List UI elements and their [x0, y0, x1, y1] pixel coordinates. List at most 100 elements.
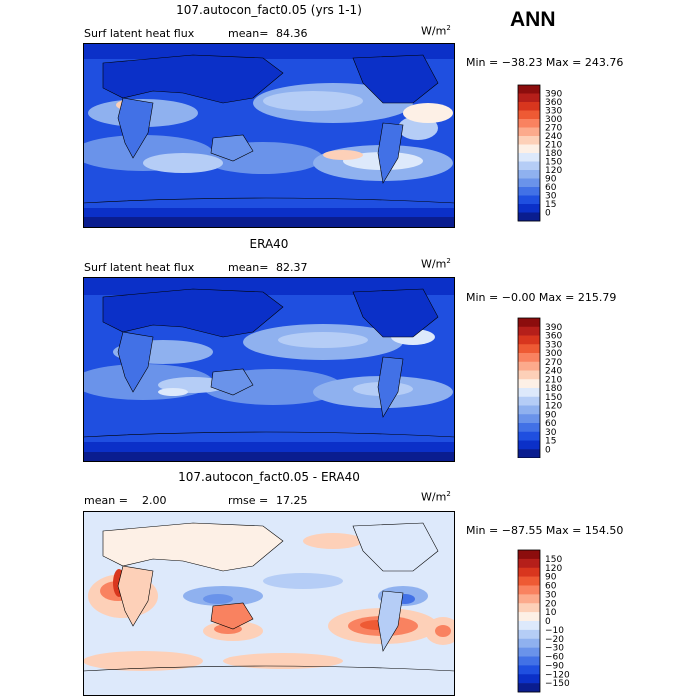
colorbar-tick-label: 0 — [545, 617, 551, 627]
colorbar-swatch — [518, 647, 540, 657]
colorbar-tick-label: 150 — [545, 158, 562, 168]
colorbar-swatch — [518, 603, 540, 613]
colorbar-swatch — [518, 423, 540, 433]
colorbar-tick-label: 360 — [545, 98, 562, 108]
colorbar-swatch — [518, 612, 540, 622]
colorbar-swatch — [518, 414, 540, 424]
colorbar-tick-label: 15 — [545, 437, 556, 447]
colorbar-swatch — [518, 629, 540, 640]
panel3-title: 107.autocon_fact0.05 - ERA40 — [178, 470, 360, 484]
colorbar-swatch — [518, 127, 540, 137]
colorbar-swatch — [518, 110, 540, 120]
panel2-mean-value: 82.37 — [276, 261, 308, 274]
colorbar-tick-label: 330 — [545, 340, 562, 350]
colorbar-swatch — [518, 576, 540, 586]
colorbar-swatch — [518, 326, 540, 336]
colorbar-tick-label: 60 — [545, 183, 557, 193]
panel2-units: W/m2 — [421, 257, 451, 271]
colorbar-tick-label: 0 — [545, 209, 551, 219]
colorbar-tick-label: 0 — [545, 445, 551, 455]
colorbar-tick-label: 15 — [545, 200, 556, 210]
colorbar-swatch — [518, 195, 540, 205]
colorbar-swatch — [518, 621, 540, 631]
colorbar-swatch — [518, 431, 540, 441]
colorbar-tick-label: 90 — [545, 573, 557, 583]
panel3-rmse-value: 17.25 — [276, 494, 308, 507]
colorbar-swatch — [518, 388, 540, 398]
panel3-units: W/m2 — [421, 490, 451, 504]
colorbar-tick-label: −30 — [545, 644, 564, 654]
colorbar-swatch — [518, 405, 540, 415]
colorbar-swatch — [518, 665, 540, 675]
colorbar-tick-label: 330 — [545, 107, 562, 117]
colorbar-swatch — [518, 161, 540, 171]
panel2-map — [83, 277, 455, 462]
colorbar-swatch — [518, 344, 540, 354]
colorbar-tick-label: 240 — [545, 132, 562, 142]
colorbar-swatch — [518, 370, 540, 380]
colorbar-tick-label: 150 — [545, 393, 562, 403]
colorbar-tick-label: 300 — [545, 115, 562, 125]
panel3-map — [83, 511, 455, 696]
colorbar-tick-label: 360 — [545, 332, 562, 342]
colorbar-tick-label: 30 — [545, 428, 557, 438]
panel2-title: ERA40 — [249, 237, 289, 251]
colorbar-tick-label: 60 — [545, 419, 557, 429]
colorbar-tick-label: 390 — [545, 323, 562, 333]
panel1-units: W/m2 — [421, 24, 451, 38]
colorbar-swatch — [518, 440, 540, 450]
colorbar-swatch — [518, 93, 540, 103]
panel1-mean-label: mean= — [228, 27, 269, 40]
colorbar-swatch — [518, 212, 540, 222]
colorbar-tick-label: 300 — [545, 349, 562, 359]
panel3-mean-label: mean = — [84, 494, 128, 507]
panel2-variable-label: Surf latent heat flux — [84, 261, 195, 274]
colorbar-swatch — [518, 550, 540, 560]
colorbar-tick-label: −150 — [545, 679, 570, 689]
colorbar-swatch — [518, 136, 540, 145]
colorbar-tick-label: 20 — [545, 599, 557, 609]
colorbar-tick-label: 150 — [545, 555, 562, 565]
colorbar-tick-label: 10 — [545, 608, 557, 618]
colorbar-swatch — [518, 178, 540, 188]
colorbar-tick-label: 270 — [545, 124, 562, 134]
colorbar-tick-label: 270 — [545, 358, 562, 368]
panel1-title: 107.autocon_fact0.05 (yrs 1-1) — [176, 3, 362, 17]
panel3-mean-value: 2.00 — [142, 494, 167, 507]
colorbar-swatch — [518, 144, 540, 154]
colorbar-swatch — [518, 85, 540, 94]
colorbar-swatch — [518, 594, 540, 604]
colorbar-swatch — [518, 638, 540, 648]
colorbar-swatch — [518, 119, 540, 128]
colorbar-tick-label: −10 — [545, 626, 564, 636]
colorbar-swatch — [518, 353, 540, 363]
colorbar-tick-label: 30 — [545, 192, 557, 202]
colorbar-tick-label: 120 — [545, 402, 562, 412]
colorbar-tick-label: 120 — [545, 166, 562, 176]
colorbar-tick-label: 90 — [545, 175, 557, 185]
colorbar-tick-label: 180 — [545, 149, 562, 159]
colorbar-tick-label: 180 — [545, 384, 562, 394]
colorbar-tick-label: 210 — [545, 375, 562, 385]
colorbar-tick-label: 90 — [545, 410, 557, 420]
colorbar-frame — [517, 549, 541, 693]
panel2-mean-label: mean= — [228, 261, 269, 274]
panel1-map — [83, 43, 455, 228]
panel1-mean-value: 84.36 — [276, 27, 308, 40]
colorbar-swatch — [518, 170, 540, 179]
panel1-variable-label: Surf latent heat flux — [84, 27, 195, 40]
colorbar-swatch — [518, 187, 540, 196]
colorbar-swatch — [518, 656, 540, 666]
colorbar-frame — [517, 84, 541, 222]
colorbar-swatch — [518, 567, 540, 577]
colorbar-tick-label: 30 — [545, 590, 557, 600]
colorbar-swatch — [518, 335, 540, 345]
season-label: ANN — [510, 8, 556, 31]
panel2-minmax: Min = −0.00 Max = 215.79 — [466, 291, 617, 304]
colorbar-swatch — [518, 396, 540, 406]
colorbar-swatch — [518, 318, 540, 328]
colorbar-swatch — [518, 102, 540, 111]
colorbar-tick-label: −20 — [545, 635, 564, 645]
